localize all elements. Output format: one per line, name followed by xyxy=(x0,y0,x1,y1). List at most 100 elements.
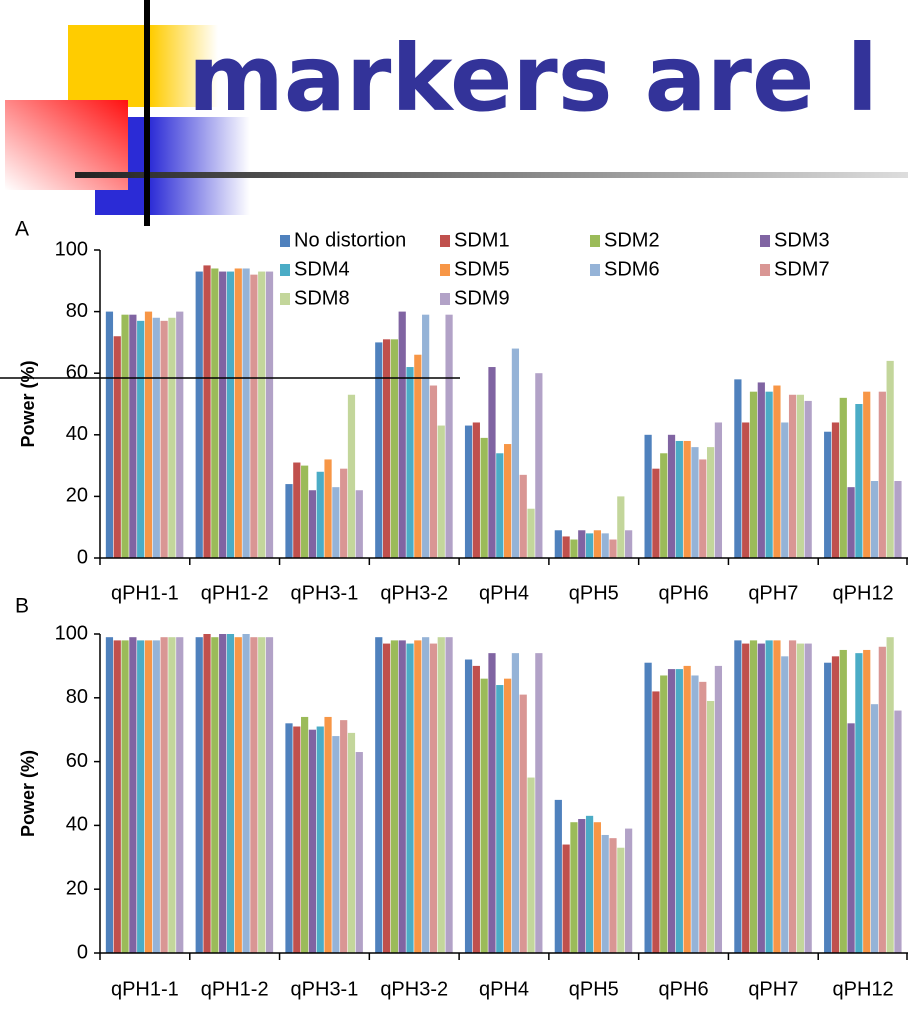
bar xyxy=(355,752,363,953)
bar xyxy=(445,314,453,558)
bar xyxy=(886,360,894,558)
bar xyxy=(683,665,691,953)
bar xyxy=(406,367,414,558)
x-tick-label: qPH3-2 xyxy=(380,582,448,604)
bar xyxy=(414,354,422,558)
bar xyxy=(176,311,184,558)
bar xyxy=(757,643,765,953)
bar xyxy=(105,311,114,558)
charts: A Power (%) 0 20 40 60 80 100 qPH1-1 qPH1-2 qPH3-1… xyxy=(15,218,908,1000)
bar xyxy=(824,662,832,953)
bar xyxy=(340,468,348,558)
bar xyxy=(804,643,812,953)
bar xyxy=(839,649,847,953)
deco-rule xyxy=(75,172,908,178)
bar xyxy=(340,720,348,953)
y-tick-label: 60 xyxy=(66,361,88,383)
bar xyxy=(667,669,676,953)
bar xyxy=(308,729,317,953)
bar xyxy=(437,425,445,558)
legend-swatch xyxy=(760,235,770,247)
bar xyxy=(219,271,227,558)
bar xyxy=(660,453,668,558)
bar xyxy=(519,694,527,953)
bar xyxy=(160,637,168,953)
bar xyxy=(562,844,570,953)
x-tick-label: qPH3-2 xyxy=(380,978,448,1000)
bar xyxy=(390,640,399,953)
y-tick-label: 20 xyxy=(66,877,88,899)
legend-label: SDM8 xyxy=(294,287,350,309)
legend-label: SDM4 xyxy=(294,258,350,280)
bar xyxy=(176,637,184,953)
y-tick-label: 100 xyxy=(55,622,88,644)
x-tick-label: qPH7 xyxy=(748,978,798,1000)
x-tick-label: qPH1-2 xyxy=(201,978,269,1000)
bar xyxy=(788,394,797,558)
bar xyxy=(355,490,363,558)
bar xyxy=(691,675,699,953)
bar xyxy=(429,643,438,953)
bar xyxy=(472,665,480,953)
bar xyxy=(242,634,250,953)
bar xyxy=(757,382,765,558)
bar xyxy=(578,819,586,953)
bar xyxy=(734,640,742,953)
bar xyxy=(285,484,293,558)
bar xyxy=(316,471,324,558)
y-tick-label: 60 xyxy=(66,750,88,772)
bar xyxy=(488,653,496,953)
bar xyxy=(422,637,430,953)
bar xyxy=(585,533,594,558)
bar xyxy=(535,653,543,953)
bar xyxy=(734,379,742,558)
bar xyxy=(644,434,652,558)
bar xyxy=(562,536,570,558)
bar xyxy=(258,637,266,953)
y-tick-label: 80 xyxy=(66,300,88,322)
panel-label: B xyxy=(15,595,29,618)
bar xyxy=(152,317,160,558)
legend-label: SDM7 xyxy=(774,258,830,280)
legend-swatch xyxy=(440,235,450,247)
bar xyxy=(535,373,543,558)
bar xyxy=(160,320,168,558)
x-tick-label: qPH7 xyxy=(748,582,798,604)
bar xyxy=(422,314,430,558)
bar xyxy=(511,653,520,953)
bar xyxy=(609,539,617,558)
bar xyxy=(265,637,274,953)
x-tick-label: qPH3-1 xyxy=(291,582,359,604)
bar xyxy=(578,530,586,558)
bar xyxy=(250,637,258,953)
bar xyxy=(234,637,242,953)
deco-vertical xyxy=(144,0,150,226)
bar xyxy=(152,640,160,953)
bar xyxy=(203,265,211,558)
bar xyxy=(601,834,609,953)
bar xyxy=(675,669,683,953)
bar xyxy=(195,637,203,953)
bar xyxy=(831,422,840,558)
bar xyxy=(804,400,812,558)
bar xyxy=(773,640,781,953)
bar xyxy=(667,434,676,558)
bar xyxy=(285,723,293,953)
x-tick-label: qPH4 xyxy=(479,582,529,604)
bar xyxy=(781,656,789,953)
bar xyxy=(504,444,512,558)
y-tick-label: 100 xyxy=(55,238,88,260)
bar xyxy=(742,643,750,953)
bar xyxy=(714,422,723,558)
bar xyxy=(683,440,691,558)
bar xyxy=(168,637,176,953)
bar xyxy=(226,271,235,558)
bar xyxy=(675,440,683,558)
bar xyxy=(414,640,422,953)
bar xyxy=(519,474,527,558)
bar xyxy=(445,637,453,953)
y-tick-label: 80 xyxy=(66,686,88,708)
bar xyxy=(706,447,715,558)
bar xyxy=(609,838,617,953)
bar xyxy=(863,649,871,953)
